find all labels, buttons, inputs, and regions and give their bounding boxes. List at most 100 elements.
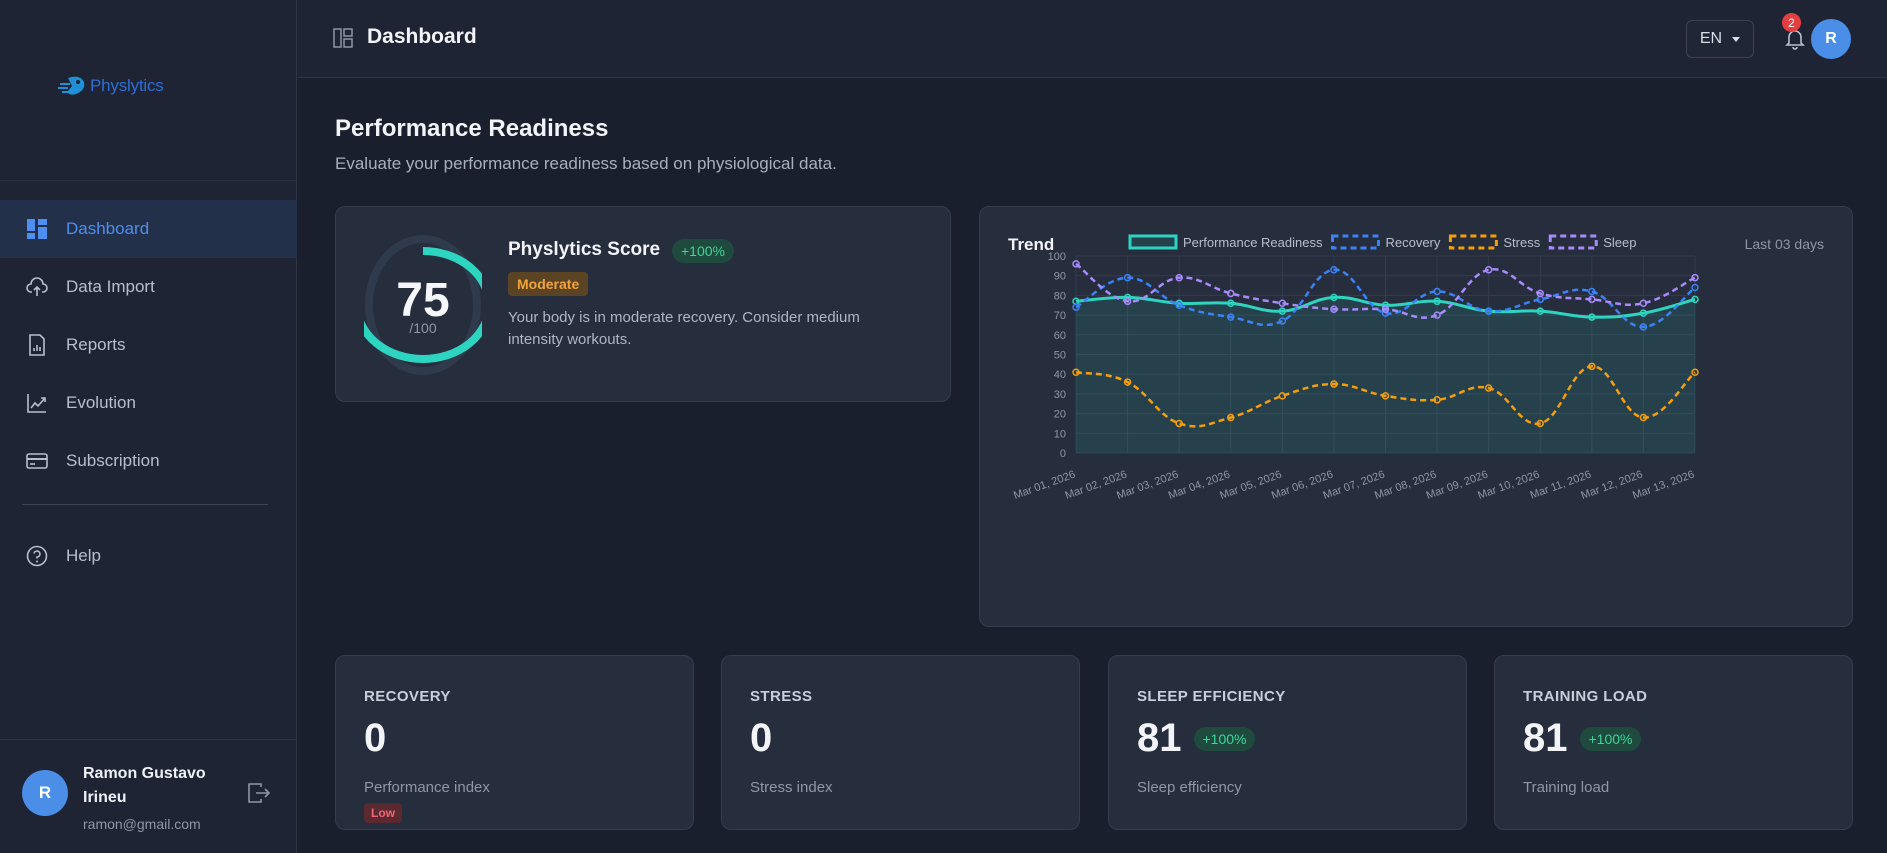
trend-title: Trend bbox=[1008, 235, 1055, 254]
y-tick-label: 40 bbox=[1054, 369, 1066, 381]
stat-subtitle: Sleep efficiency bbox=[1137, 779, 1242, 796]
stat-label: TRAINING LOAD bbox=[1523, 688, 1648, 705]
legend-swatch-recovery bbox=[1330, 234, 1380, 250]
language-selector[interactable]: EN bbox=[1686, 20, 1754, 58]
data-point-stress bbox=[1278, 392, 1287, 400]
data-point-sleep bbox=[1639, 299, 1648, 308]
data-point-sleep bbox=[1484, 266, 1493, 274]
stat-label: STRESS bbox=[750, 688, 813, 705]
y-tick-label: 50 bbox=[1054, 350, 1066, 362]
brand-name: Physlytics bbox=[90, 76, 164, 95]
sidebar-item-label: Data Import bbox=[66, 277, 155, 296]
stat-label: RECOVERY bbox=[364, 688, 451, 705]
page-subtitle: Evaluate your performance readiness base… bbox=[335, 154, 837, 173]
y-tick-label: 90 bbox=[1054, 271, 1066, 283]
sidebar-item-label: Subscription bbox=[66, 451, 160, 470]
stat-subtitle: Performance index bbox=[364, 779, 490, 796]
legend-label-recovery: Recovery bbox=[1385, 235, 1440, 250]
data-point-sleep bbox=[1691, 273, 1699, 282]
stat-subtitle: Stress index bbox=[750, 779, 833, 796]
stat-number: 81 bbox=[1523, 716, 1568, 760]
dashboard-icon bbox=[27, 219, 47, 239]
y-tick-label: 30 bbox=[1054, 389, 1066, 401]
data-point-recovery bbox=[1433, 287, 1441, 296]
score-gauge bbox=[364, 235, 482, 375]
data-point-sleep bbox=[1123, 297, 1132, 306]
score-card: 75 /100 Physlytics Score +100% Moderate … bbox=[335, 206, 951, 402]
sidebar-item-subscription[interactable]: Subscription bbox=[0, 432, 297, 490]
cloud-upload-icon bbox=[26, 277, 48, 296]
stat-value: 81 +100% bbox=[1137, 716, 1256, 761]
language-label: EN bbox=[1699, 30, 1723, 47]
avatar[interactable]: R bbox=[22, 770, 68, 816]
legend-swatch-performance-readiness bbox=[1128, 234, 1178, 250]
top-header: Dashboard EN 2 R bbox=[297, 0, 1887, 78]
page-title: Performance Readiness bbox=[335, 115, 609, 142]
data-point-performance-readiness bbox=[1433, 297, 1441, 306]
series-area-performance-readiness bbox=[1076, 297, 1695, 453]
data-point-recovery bbox=[1072, 303, 1080, 311]
logout-icon[interactable] bbox=[248, 783, 270, 803]
data-point-stress bbox=[1072, 368, 1080, 376]
header-avatar[interactable]: R bbox=[1811, 19, 1851, 59]
data-point-sleep bbox=[1381, 305, 1390, 313]
series-line-stress bbox=[1075, 365, 1696, 428]
data-point-performance-readiness bbox=[1639, 309, 1648, 317]
data-point-performance-readiness bbox=[1536, 307, 1544, 315]
data-point-performance-readiness bbox=[1588, 313, 1596, 321]
data-point-sleep bbox=[1588, 295, 1596, 304]
stat-subtitle: Training load bbox=[1523, 779, 1610, 796]
data-point-recovery bbox=[1175, 301, 1183, 309]
legend-label-performance-readiness: Performance Readiness bbox=[1183, 235, 1323, 250]
trend-range: Last 03 days bbox=[1744, 236, 1824, 252]
series-line-sleep bbox=[1075, 262, 1696, 319]
data-point-performance-readiness bbox=[1278, 307, 1287, 315]
sidebar: Physlytics Dashboard Data Import Reports… bbox=[0, 0, 297, 853]
y-tick-label: 60 bbox=[1054, 330, 1066, 342]
data-point-sleep bbox=[1278, 299, 1287, 308]
report-icon bbox=[29, 334, 45, 356]
stat-card-training-load: TRAINING LOAD 81 +100% Training load bbox=[1494, 655, 1853, 830]
data-point-recovery bbox=[1278, 317, 1287, 325]
data-point-recovery bbox=[1484, 307, 1493, 315]
stat-badge-low: Low bbox=[364, 803, 402, 823]
sidebar-item-dashboard[interactable]: Dashboard bbox=[0, 200, 297, 258]
sidebar-item-reports[interactable]: Reports bbox=[0, 316, 297, 374]
logo-icon bbox=[58, 76, 85, 95]
brand-logo[interactable]: Physlytics bbox=[58, 70, 164, 102]
y-tick-label: 70 bbox=[1054, 310, 1066, 322]
data-point-performance-readiness bbox=[1330, 293, 1338, 302]
sidebar-divider bbox=[0, 180, 297, 181]
sidebar-item-help[interactable]: Help bbox=[0, 527, 297, 585]
notification-badge: 2 bbox=[1782, 13, 1801, 32]
layout-icon[interactable] bbox=[333, 28, 353, 48]
data-point-recovery bbox=[1227, 313, 1235, 321]
score-value: 75 bbox=[396, 274, 450, 327]
trend-card: Trend Last 03 days 0 10 20 30 40 50 60 70 80 90 10… bbox=[979, 206, 1853, 627]
y-tick-label: 20 bbox=[1054, 409, 1066, 421]
data-point-sleep bbox=[1175, 273, 1183, 282]
sidebar-item-evolution[interactable]: Evolution bbox=[0, 374, 297, 432]
sidebar-separator bbox=[22, 504, 268, 505]
sidebar-item-label: Evolution bbox=[66, 393, 136, 412]
user-panel: R Ramon Gustavo Irineu ramon@gmail.com bbox=[0, 739, 297, 853]
credit-card-icon bbox=[26, 453, 48, 469]
trend-icon bbox=[27, 394, 46, 413]
sidebar-item-data-import[interactable]: Data Import bbox=[0, 258, 297, 316]
stat-change-badge: +100% bbox=[1579, 726, 1642, 751]
stat-change-badge: +100% bbox=[1193, 726, 1256, 751]
data-point-sleep bbox=[1072, 260, 1080, 268]
page-header-title: Dashboard bbox=[367, 25, 477, 48]
legend-swatch-sleep bbox=[1548, 234, 1598, 250]
data-point-recovery bbox=[1639, 323, 1648, 331]
y-tick-label: 100 bbox=[1048, 251, 1066, 263]
data-point-stress bbox=[1227, 413, 1235, 422]
user-name: Ramon Gustavo Irineu bbox=[83, 765, 206, 806]
data-point-sleep bbox=[1536, 289, 1544, 298]
bell-icon[interactable] bbox=[1783, 26, 1807, 50]
data-point-stress bbox=[1536, 419, 1544, 428]
legend-swatch-stress bbox=[1448, 234, 1498, 250]
sidebar-nav: Dashboard Data Import Reports Evolution … bbox=[0, 200, 297, 585]
